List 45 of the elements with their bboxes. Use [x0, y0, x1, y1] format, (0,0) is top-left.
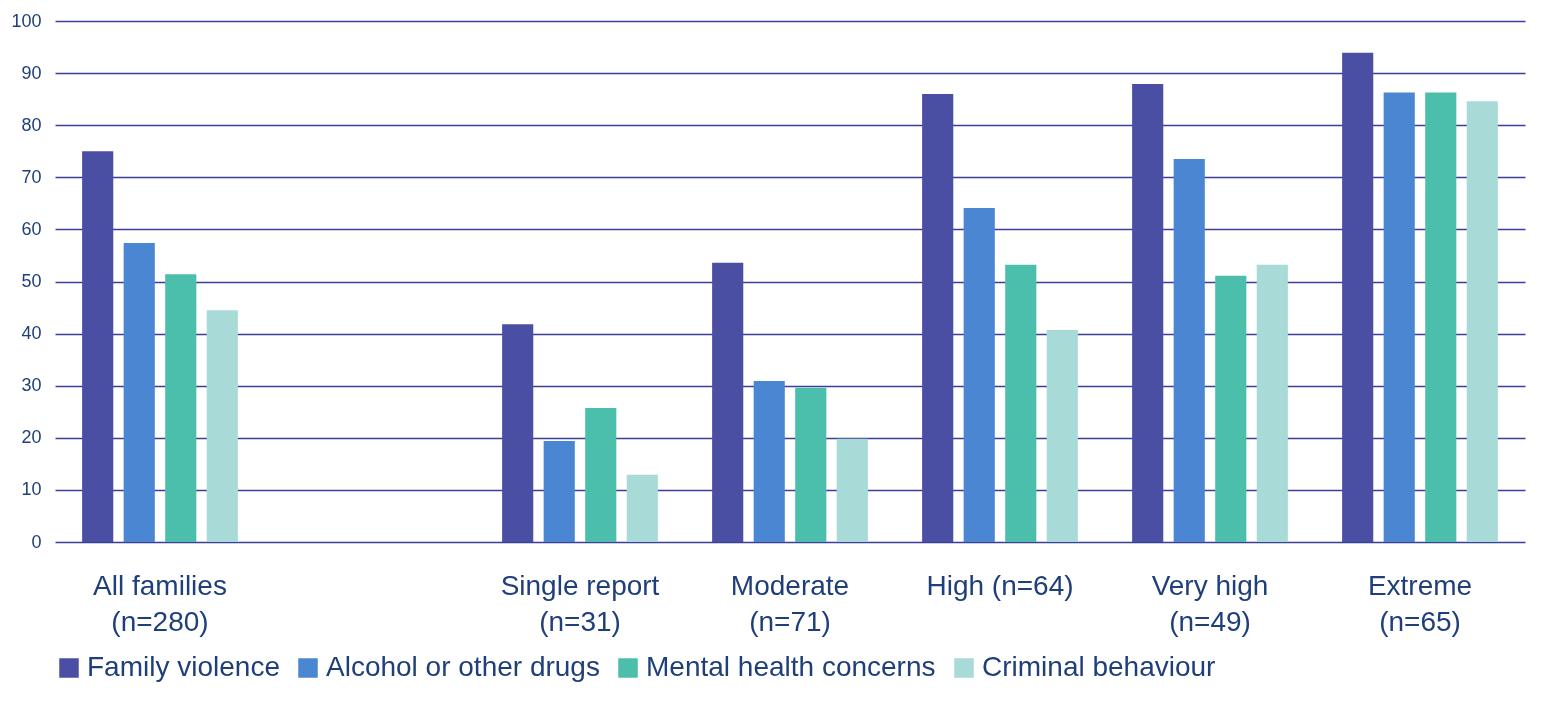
bar: [1466, 101, 1498, 542]
bar: [1383, 92, 1415, 542]
x-tick-label: Moderate (n=71): [730, 569, 850, 637]
bar: [1215, 275, 1247, 542]
y-tick-label: 20: [21, 427, 42, 448]
bar: [1046, 329, 1078, 542]
y-tick-label: 10: [21, 479, 42, 500]
bar: [123, 242, 155, 542]
bar: [502, 324, 534, 542]
x-tick-label: Single report (n=31): [500, 569, 660, 637]
y-tick-label: 80: [21, 114, 42, 135]
bar: [1256, 264, 1288, 542]
bar: [795, 387, 827, 542]
bar: [712, 262, 744, 542]
bar: [836, 438, 868, 542]
y-tick-label: 60: [21, 218, 42, 239]
bar: [1173, 159, 1205, 542]
y-tick-label: 50: [21, 271, 42, 291]
legend-label: Alcohol or other drugs: [326, 651, 600, 682]
bar: [543, 440, 575, 542]
bar: [753, 381, 785, 542]
bar: [1342, 52, 1374, 542]
x-tick-label: Extreme (n=65): [1367, 569, 1473, 637]
bar: [1005, 264, 1037, 542]
bar: [165, 274, 197, 542]
y-tick-label: 90: [21, 62, 42, 83]
legend-label: Mental health concerns: [646, 651, 936, 682]
bar: [585, 408, 617, 542]
bar: [1132, 84, 1164, 542]
bar: [963, 208, 995, 542]
y-tick-label: 70: [21, 166, 42, 187]
y-tick-label: 100: [11, 10, 42, 31]
y-tick-label: 0: [31, 531, 42, 552]
bar: [82, 151, 114, 542]
bar: [206, 310, 238, 542]
y-tick-label: 40: [21, 323, 42, 344]
bar: [922, 93, 954, 542]
x-tick-label: Very high (n=49): [1151, 569, 1269, 637]
x-tick-label: High (n=64): [926, 569, 1074, 601]
y-tick-label: 30: [21, 375, 42, 396]
bar: [1425, 92, 1457, 542]
legend-label: Family violence: [87, 651, 280, 682]
legend-label: Criminal behaviour: [982, 651, 1216, 682]
bar: [626, 474, 658, 542]
x-tick-label: All families (n=280): [93, 569, 227, 637]
